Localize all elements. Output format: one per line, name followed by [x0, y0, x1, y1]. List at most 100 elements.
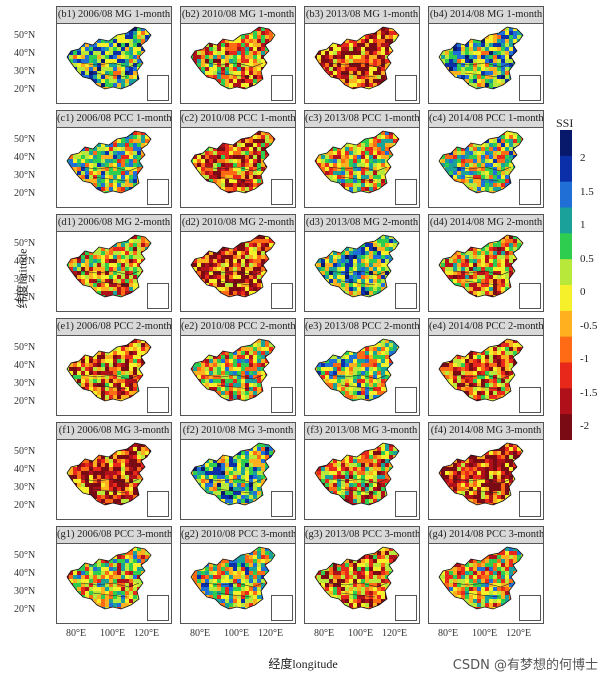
- x-tick-label: 80°E: [438, 628, 459, 639]
- panel-title: (e2) 2010/08 PCC 2-month: [181, 319, 295, 336]
- south-china-sea-inset: [519, 75, 541, 101]
- panel-title: (c4) 2014/08 PCC 1-month: [429, 111, 543, 128]
- map-grid: (b1) 2006/08 MG 1-month 50°N 40°N 30°N 20°N (…: [14, 6, 544, 639]
- legend-swatch: [560, 285, 572, 312]
- x-tick-label: 120°E: [134, 628, 160, 639]
- y-tick-label: 40°N: [14, 48, 36, 59]
- y-tick-label: 50°N: [14, 446, 36, 457]
- south-china-sea-inset: [147, 491, 169, 517]
- panel-title: (d2) 2010/08 MG 2-month: [181, 215, 295, 232]
- south-china-sea-inset: [147, 595, 169, 621]
- south-china-sea-inset: [519, 491, 541, 517]
- legend-swatch: [560, 207, 572, 234]
- x-tick-label: 80°E: [66, 628, 87, 639]
- legend-swatch: [560, 155, 572, 183]
- map-panel: (g3) 2013/08 PCC 3-month: [304, 526, 420, 624]
- south-china-sea-inset: [271, 283, 293, 309]
- legend-swatch: [560, 336, 572, 363]
- x-tick-label: 100°E: [472, 628, 498, 639]
- south-china-sea-inset: [519, 179, 541, 205]
- map-panel: (b3) 2013/08 MG 1-month: [304, 6, 420, 104]
- ssi-map: [66, 234, 152, 298]
- panel-title: (b4) 2014/08 MG 1-month: [429, 7, 543, 24]
- map-panel: (e3) 2013/08 PCC 2-month: [304, 318, 420, 416]
- ssi-map: [438, 234, 524, 298]
- south-china-sea-inset: [519, 595, 541, 621]
- y-tick-label: 30°N: [14, 378, 36, 389]
- map-panel: (g1) 2006/08 PCC 3-month: [56, 526, 172, 624]
- ssi-map: [66, 26, 152, 90]
- ssi-map: [438, 338, 524, 402]
- panel-title: (d1) 2006/08 MG 2-month: [57, 215, 171, 232]
- map-panel: (f4) 2014/08 MG 3-month: [428, 422, 544, 520]
- panel-title: (f1) 2006/08 MG 3-month: [57, 423, 171, 440]
- legend-label: 1: [580, 219, 586, 231]
- y-tick-label: 40°N: [14, 568, 36, 579]
- panel-title: (c2) 2010/08 PCC 1-month: [181, 111, 295, 128]
- ssi-map: [438, 546, 524, 610]
- panel-title: (d3) 2013/08 MG 2-month: [305, 215, 419, 232]
- map-panel: (e4) 2014/08 PCC 2-month: [428, 318, 544, 416]
- legend-swatch: [560, 130, 572, 157]
- panel-title: (g3) 2013/08 PCC 3-month: [305, 527, 419, 544]
- ssi-map: [190, 26, 276, 90]
- map-panel: (c3) 2013/08 PCC 1-month: [304, 110, 420, 208]
- legend-label: 1.5: [580, 185, 594, 198]
- legend-swatch: [560, 233, 572, 260]
- south-china-sea-inset: [395, 75, 417, 101]
- y-tick-label: 20°N: [14, 500, 36, 511]
- panel-title: (e1) 2006/08 PCC 2-month: [57, 319, 171, 336]
- south-china-sea-inset: [271, 595, 293, 621]
- legend-swatch: [560, 259, 572, 286]
- ssi-map: [66, 546, 152, 610]
- map-panel: (f2) 2010/08 MG 3-month: [180, 422, 296, 520]
- ssi-map: [314, 234, 400, 298]
- y-tick-label: 30°N: [14, 482, 36, 493]
- ssi-map: [314, 130, 400, 194]
- south-china-sea-inset: [147, 75, 169, 101]
- y-axis-title: 纬度latitude: [15, 248, 30, 309]
- map-panel: (g2) 2010/08 PCC 3-month: [180, 526, 296, 624]
- x-tick-label: 120°E: [258, 628, 284, 639]
- x-tick-label: 80°E: [314, 628, 335, 639]
- map-panel: (c4) 2014/08 PCC 1-month: [428, 110, 544, 208]
- panel-title: (b2) 2010/08 MG 1-month: [181, 7, 295, 24]
- ssi-map: [438, 26, 524, 90]
- panel-title: (f2) 2010/08 MG 3-month: [181, 423, 295, 440]
- map-panel: (g4) 2014/08 PCC 3-month: [428, 526, 544, 624]
- y-tick-label: 50°N: [14, 30, 36, 41]
- panel-title: (g2) 2010/08 PCC 3-month: [181, 527, 295, 544]
- ssi-map: [314, 442, 400, 506]
- panel-title: (d4) 2014/08 MG 2-month: [429, 215, 543, 232]
- x-tick-label: 100°E: [100, 628, 126, 639]
- legend-label: -1: [580, 353, 590, 365]
- ssi-map: [190, 234, 276, 298]
- south-china-sea-inset: [395, 491, 417, 517]
- south-china-sea-inset: [271, 75, 293, 101]
- map-panel: (b1) 2006/08 MG 1-month: [56, 6, 172, 104]
- ssi-map: [314, 338, 400, 402]
- south-china-sea-inset: [395, 595, 417, 621]
- map-panel: (e2) 2010/08 PCC 2-month: [180, 318, 296, 416]
- south-china-sea-inset: [271, 179, 293, 205]
- panel-title: (e4) 2014/08 PCC 2-month: [429, 319, 543, 336]
- y-tick-label: 20°N: [14, 396, 36, 407]
- y-tick-label: 40°N: [14, 464, 36, 475]
- y-tick-label: 30°N: [14, 66, 36, 77]
- y-tick-label: 50°N: [14, 550, 36, 561]
- panel-title: (f4) 2014/08 MG 3-month: [429, 423, 543, 440]
- map-panel: (d1) 2006/08 MG 2-month: [56, 214, 172, 312]
- legend-swatch: [560, 310, 572, 338]
- watermark: CSDN @有梦想的何博士: [452, 658, 598, 673]
- y-tick-label: 40°N: [14, 360, 36, 371]
- y-tick-label: 20°N: [14, 84, 36, 95]
- legend-swatch: [560, 388, 572, 415]
- ssi-map: [66, 442, 152, 506]
- y-tick-label: 40°N: [14, 152, 36, 163]
- map-panel: (d3) 2013/08 MG 2-month: [304, 214, 420, 312]
- x-tick-label: 120°E: [506, 628, 532, 639]
- ssi-map: [190, 130, 276, 194]
- south-china-sea-inset: [147, 179, 169, 205]
- panel-title: (g1) 2006/08 PCC 3-month: [57, 527, 171, 544]
- panel-title: (g4) 2014/08 PCC 3-month: [429, 527, 543, 544]
